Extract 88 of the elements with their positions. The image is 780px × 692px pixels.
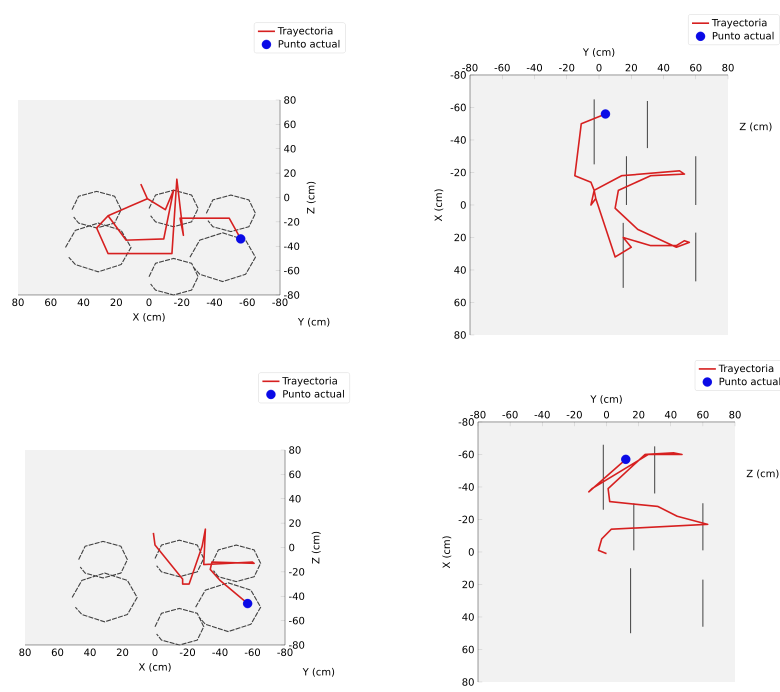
legend-label: Punto actual: [278, 40, 340, 48]
y-tick-label: 40: [462, 613, 474, 621]
y-tick-label: 0: [284, 194, 290, 202]
x-tick-label: 40: [78, 298, 90, 306]
legend-label: Trayectoria: [278, 26, 332, 36]
y-axis-title: Z (cm): [306, 182, 316, 214]
x-tick-label: -40: [526, 64, 542, 72]
x-tick-label: -40: [212, 648, 228, 656]
x-axis-title: Y (cm): [590, 395, 622, 404]
x-tick-label: 80: [19, 648, 31, 656]
legend-label: Punto actual: [712, 32, 774, 40]
x-tick-label: -20: [180, 648, 196, 656]
x-tick-label: 80: [722, 64, 734, 72]
x-tick-label: 60: [45, 298, 56, 306]
y-tick-label: -20: [284, 218, 300, 226]
y-tick-label: 20: [289, 519, 301, 527]
x-tick-label: -80: [272, 298, 288, 306]
x-tick-label: 0: [604, 410, 610, 418]
x-tick-label: 0: [146, 298, 152, 306]
x-tick-label: -60: [494, 64, 510, 72]
x-tick-label: -40: [206, 298, 222, 306]
y-tick-label: 40: [289, 494, 301, 503]
x-tick-label: 40: [84, 648, 96, 656]
y-axis-title: X (cm): [442, 536, 452, 568]
legend-label: Punto actual: [283, 390, 344, 398]
x-tick-label: 20: [633, 410, 644, 418]
x-tick-label: 80: [12, 298, 24, 306]
x-tick-label: -60: [502, 410, 518, 418]
y-tick-label: -80: [289, 641, 304, 649]
y-tick-label: -80: [284, 291, 300, 299]
x-tick-label: 60: [690, 64, 702, 72]
y-tick-label: 0: [468, 548, 474, 556]
y-tick-label: -80: [458, 418, 474, 426]
y-tick-label: -40: [458, 483, 474, 491]
x-tick-label: 0: [152, 648, 158, 656]
x-tick-label: 40: [664, 410, 676, 418]
y-tick-label: 20: [284, 169, 296, 177]
x-tick-label: -60: [240, 298, 255, 306]
x-tick-label: -40: [534, 410, 550, 418]
x-tick-label: 20: [116, 648, 128, 656]
y-tick-label: -60: [289, 616, 304, 624]
x-tick-label: 0: [596, 64, 602, 72]
legend-label: Trayectoria: [282, 376, 337, 386]
legend-label: Trayectoria: [718, 364, 774, 374]
y-tick-label: 80: [289, 446, 301, 454]
legend-label: Trayectoria: [712, 18, 766, 28]
x-tick-label: -20: [559, 64, 574, 72]
x-tick-label: -20: [566, 410, 582, 418]
y-axis-title: X (cm): [434, 189, 444, 222]
y-tick-label: 20: [454, 234, 466, 242]
y-tick-label: -20: [289, 568, 304, 576]
x-axis-title: X (cm): [138, 662, 171, 672]
y-tick-label: 60: [284, 120, 296, 128]
y-tick-label: 80: [284, 96, 296, 104]
y-tick-label: 40: [284, 144, 296, 153]
y-tick-label: 0: [289, 544, 294, 552]
x-axis-title: Y (cm): [582, 48, 614, 58]
y-tick-label: -20: [450, 168, 466, 176]
y-axis-title: Z (cm): [312, 532, 321, 564]
text: Z (cm): [740, 122, 772, 132]
text: Y (cm): [302, 668, 334, 677]
x-tick-label: 40: [658, 64, 670, 72]
y-tick-label: 0: [460, 201, 466, 209]
x-tick-label: 80: [729, 410, 741, 418]
y-tick-label: -40: [289, 592, 304, 600]
x-tick-label: -60: [244, 648, 260, 656]
x-tick-label: 20: [110, 298, 122, 306]
y-tick-label: -40: [450, 136, 466, 144]
x-tick-label: 60: [697, 410, 709, 418]
legend-label: Punto actual: [720, 377, 780, 386]
y-tick-label: 20: [462, 580, 474, 588]
x-tick-label: 60: [52, 648, 64, 656]
y-tick-label: -60: [284, 266, 300, 274]
y-tick-label: 80: [462, 678, 474, 686]
text: Y (cm): [298, 318, 330, 327]
x-tick-label: 20: [626, 64, 637, 72]
x-tick-label: -80: [470, 410, 486, 418]
y-tick-label: -60: [450, 104, 466, 112]
y-tick-label: -20: [458, 516, 474, 524]
y-tick-label: -40: [284, 242, 300, 250]
y-tick-label: -80: [450, 71, 466, 79]
y-tick-label: 60: [289, 470, 301, 478]
y-tick-label: 80: [454, 331, 466, 339]
x-tick-label: -20: [174, 298, 190, 306]
y-tick-label: -60: [458, 450, 474, 458]
x-axis-title: X (cm): [132, 312, 165, 322]
text: Z (cm): [746, 470, 778, 478]
y-tick-label: 40: [454, 266, 466, 274]
